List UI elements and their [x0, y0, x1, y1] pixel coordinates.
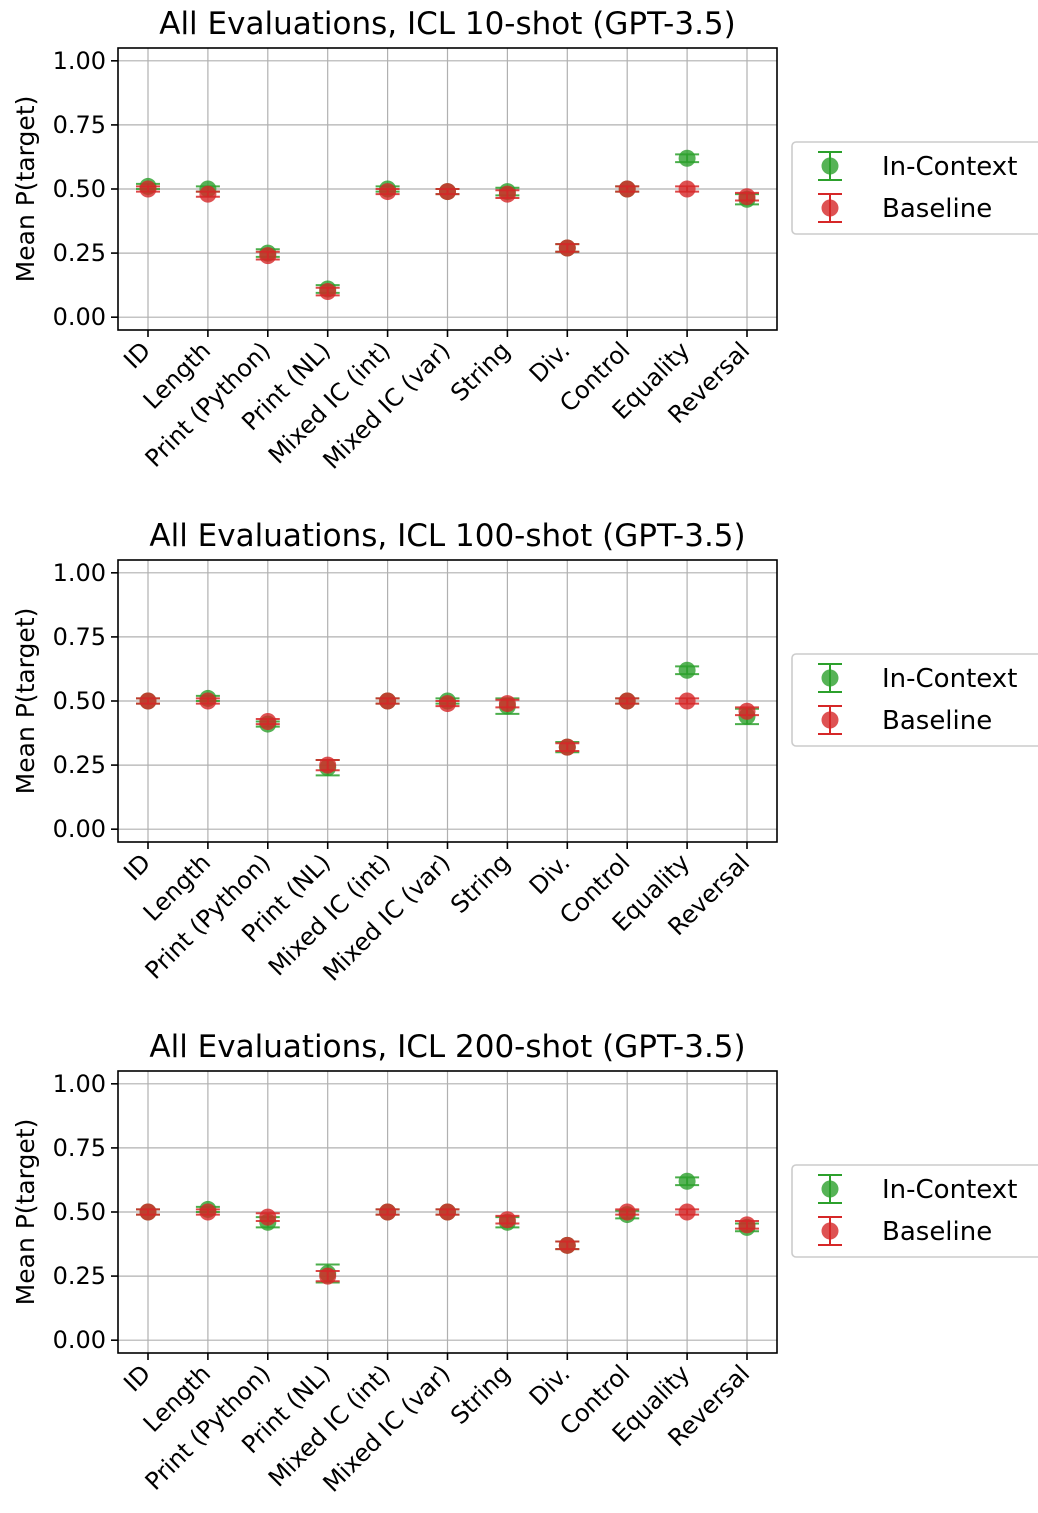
data-point [678, 692, 696, 710]
y-tick-label: 0.75 [53, 111, 106, 139]
x-tick-label: String [445, 1359, 515, 1429]
y-tick-label: 0.75 [53, 1134, 106, 1162]
legend-marker [821, 669, 839, 687]
y-tick-label: 1.00 [53, 47, 106, 75]
data-point [678, 180, 696, 198]
y-tick-label: 0.50 [53, 175, 106, 203]
y-axis-label: Mean P(target) [11, 1119, 40, 1306]
series-baseline [136, 180, 759, 301]
legend: In-Context Baseline [791, 1164, 1038, 1258]
y-tick-label: 0.50 [53, 1198, 106, 1226]
legend-label: In-Context [882, 1175, 1017, 1205]
legend-label: In-Context [882, 664, 1017, 694]
legend-box [791, 653, 1038, 747]
data-point [439, 695, 456, 713]
legend-marker [821, 1222, 839, 1240]
data-point [379, 183, 397, 201]
data-point [498, 695, 516, 713]
data-point [678, 661, 696, 679]
y-axis-label: Mean P(target) [11, 608, 40, 795]
data-point [558, 738, 576, 756]
chart-panel-3: All Evaluations, ICL 200-shot (GPT-3.5) M… [11, 1029, 1038, 1498]
legend-marker [821, 157, 839, 175]
legend-box [791, 1164, 1038, 1258]
legend-label: In-Context [882, 152, 1017, 182]
y-tick-label: 0.75 [53, 623, 106, 651]
data-point [199, 185, 217, 203]
data-point [319, 283, 337, 301]
chart-panel-2: All Evaluations, ICL 100-shot (GPT-3.5) M… [11, 518, 1038, 987]
data-point [259, 1208, 277, 1226]
plot-frame [117, 1070, 778, 1354]
data-point [199, 692, 217, 710]
plot-frame [117, 559, 778, 843]
data-point [558, 239, 576, 257]
legend: In-Context Baseline [791, 141, 1038, 235]
data-point [199, 1203, 217, 1221]
data-point [319, 1267, 337, 1285]
y-tick-label: 0.50 [53, 687, 106, 715]
x-tick-label: Div. [524, 848, 576, 900]
data-point [738, 188, 756, 206]
legend-marker [821, 711, 839, 729]
chart-title: All Evaluations, ICL 100-shot (GPT-3.5) [149, 518, 745, 554]
y-tick-label: 0.25 [53, 239, 106, 267]
data-point [259, 713, 277, 731]
data-point [618, 1203, 636, 1221]
data-point [618, 692, 636, 710]
x-tick-label: ID [118, 848, 156, 886]
chart-title: All Evaluations, ICL 200-shot (GPT-3.5) [149, 1029, 745, 1065]
x-tick-label: String [445, 336, 515, 406]
data-point [678, 1203, 696, 1221]
y-axis-label: Mean P(target) [11, 96, 40, 283]
data-point [139, 180, 157, 198]
data-point [558, 1236, 576, 1254]
plot-frame [117, 47, 778, 331]
series-baseline [136, 1203, 759, 1285]
x-tick-label: ID [118, 336, 156, 374]
data-point [259, 247, 277, 265]
data-point [379, 692, 397, 710]
y-tick-label: 0.00 [53, 303, 106, 331]
y-tick-label: 0.00 [53, 1326, 106, 1354]
series-baseline [136, 692, 759, 774]
legend-box [791, 141, 1038, 235]
chart-title: All Evaluations, ICL 10-shot (GPT-3.5) [159, 6, 736, 42]
y-tick-label: 0.00 [53, 815, 106, 843]
data-point [738, 702, 756, 720]
x-tick-label: Div. [524, 1359, 576, 1411]
y-tick-label: 0.25 [53, 1262, 106, 1290]
y-tick-label: 0.25 [53, 751, 106, 779]
chart-panel-1: All Evaluations, ICL 10-shot (GPT-3.5) Me… [11, 6, 1038, 475]
data-point [139, 1203, 157, 1221]
data-point [139, 692, 157, 710]
legend-label: Baseline [882, 194, 992, 224]
data-point [618, 180, 636, 198]
legend-marker [821, 199, 839, 217]
legend-label: Baseline [882, 706, 992, 736]
legend-label: Baseline [882, 1217, 992, 1247]
data-point [379, 1203, 397, 1221]
legend-marker [821, 1180, 839, 1198]
data-point [678, 149, 696, 167]
x-tick-label: ID [118, 1359, 156, 1397]
y-tick-label: 1.00 [53, 559, 106, 587]
legend: In-Context Baseline [791, 653, 1038, 747]
data-point [439, 183, 456, 201]
y-tick-label: 1.00 [53, 1070, 106, 1098]
data-point [498, 185, 516, 203]
x-tick-label: String [445, 848, 515, 918]
data-point [738, 1216, 756, 1234]
data-point [439, 1203, 456, 1221]
data-point [498, 1211, 516, 1229]
data-point [678, 1172, 696, 1190]
x-tick-label: Div. [524, 336, 576, 388]
data-point [319, 756, 337, 774]
